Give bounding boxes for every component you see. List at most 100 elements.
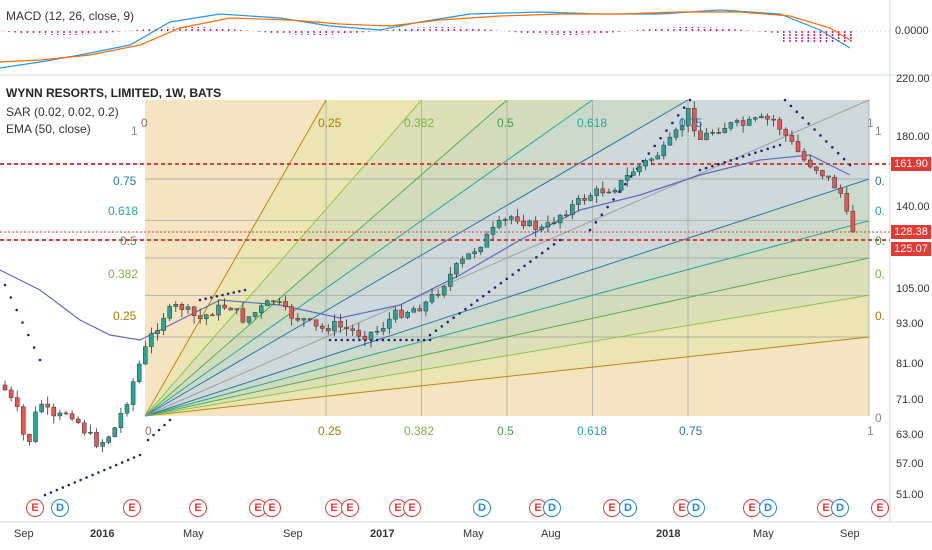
sar-dot (735, 157, 739, 160)
sar-dot (540, 251, 544, 255)
candle-body (716, 131, 721, 134)
sar-dot (698, 168, 702, 172)
indicator-ema-label[interactable]: EMA (50, close) (6, 122, 91, 136)
candle-body (551, 222, 557, 224)
fan-line-lower[interactable] (144, 257, 870, 417)
candle-body (100, 442, 105, 447)
candle-body (624, 175, 630, 181)
sar-dot (399, 338, 402, 342)
sar-dot (665, 129, 668, 132)
candle-body (283, 301, 288, 307)
candle-body (161, 317, 166, 331)
fan-line-lower[interactable] (144, 294, 870, 417)
candle-body (496, 219, 502, 228)
sar-dot (346, 338, 349, 342)
price-axis[interactable] (889, 0, 932, 522)
fan-line-upper[interactable] (144, 99, 327, 417)
candle-body (649, 158, 654, 161)
sar-dot (114, 463, 118, 467)
sar-dot (32, 346, 36, 349)
sar-dot (381, 338, 385, 342)
dividend-marker[interactable]: D (687, 499, 705, 517)
sar-dot (387, 338, 391, 342)
earnings-marker[interactable]: E (189, 499, 207, 517)
dividend-marker[interactable]: D (473, 499, 491, 517)
candle-body (734, 120, 740, 123)
candle-body (557, 214, 563, 224)
sar-dot (198, 298, 202, 302)
fan-line-lower[interactable] (144, 220, 870, 417)
sar-dot (612, 198, 615, 201)
sar-dot (416, 338, 420, 342)
candle-body (570, 204, 575, 216)
sar-dot (594, 221, 598, 224)
candle-body (740, 120, 746, 126)
fib-left-label: 0.5 (120, 234, 137, 248)
sar-dot (168, 418, 172, 422)
sar-dot (505, 277, 509, 281)
macd-pane (0, 0, 890, 74)
sar-dot (789, 104, 793, 108)
fan-line-lower[interactable] (144, 336, 870, 417)
price-tick: 140.00 (896, 201, 930, 213)
candle-body (69, 413, 75, 420)
earnings-marker[interactable]: E (673, 499, 691, 517)
fib-right-label: 0. (875, 309, 886, 323)
fib-top-label: 0.5 (497, 116, 514, 130)
sar-dot (97, 471, 100, 474)
candle-body (399, 309, 404, 318)
dividend-marker[interactable]: D (619, 499, 637, 517)
earnings-marker[interactable]: E (325, 499, 343, 517)
candle-body (777, 119, 782, 130)
earnings-marker[interactable]: E (123, 499, 141, 517)
candle-body (588, 195, 593, 201)
sar-dot (723, 161, 726, 164)
indicator-sar-label[interactable]: SAR (0.02, 0.02, 0.2) (6, 105, 119, 119)
sar-dot (653, 144, 657, 148)
fib-right-label: 0. (875, 267, 886, 281)
candle-body (387, 318, 392, 329)
fib-left-label: 1 (131, 124, 138, 138)
sar-dot (67, 483, 71, 487)
candle-body (533, 220, 538, 230)
sar-dot (9, 296, 13, 299)
time-tick: Sep (14, 528, 34, 540)
candle-body (417, 308, 423, 312)
fan-line-upper[interactable] (144, 99, 508, 417)
dividend-marker[interactable]: D (759, 499, 777, 517)
earnings-marker[interactable]: E (263, 499, 281, 517)
dividend-marker[interactable]: D (831, 499, 849, 517)
sar-dot (629, 175, 633, 178)
sar-dot (772, 145, 776, 149)
sar-dot (109, 466, 112, 469)
fan-line-upper[interactable] (144, 99, 689, 417)
candle-body (746, 118, 752, 126)
candle-body (173, 304, 179, 307)
earnings-marker[interactable]: E (341, 499, 359, 517)
earnings-marker[interactable]: E (403, 499, 421, 517)
candle-body (106, 436, 111, 443)
sar-dot (243, 288, 247, 292)
earnings-marker[interactable]: E (603, 499, 621, 517)
candle-body (490, 227, 496, 235)
candle-body (460, 258, 465, 264)
fan-line-lower[interactable] (144, 178, 870, 417)
fan-line-upper[interactable] (144, 99, 593, 417)
fib-bottom-label: 0 (145, 424, 152, 438)
sar-dot (21, 321, 24, 324)
sar-dot (623, 182, 627, 186)
dividend-marker[interactable]: D (51, 499, 69, 517)
earnings-marker[interactable]: E (26, 499, 44, 517)
candle-body (722, 127, 728, 134)
sar-dot (163, 423, 166, 427)
dividend-marker[interactable]: D (543, 499, 561, 517)
sar-dot (3, 283, 7, 287)
sar-dot (49, 491, 53, 494)
symbol-title[interactable]: WYNN RESORTS, LIMITED, 1W, BATS (6, 86, 222, 100)
sar-dot (671, 121, 674, 125)
candle-body (807, 159, 813, 168)
fan-diagonal[interactable] (144, 99, 870, 417)
earnings-marker[interactable]: E (871, 499, 889, 517)
fan-line-upper[interactable] (144, 99, 422, 417)
